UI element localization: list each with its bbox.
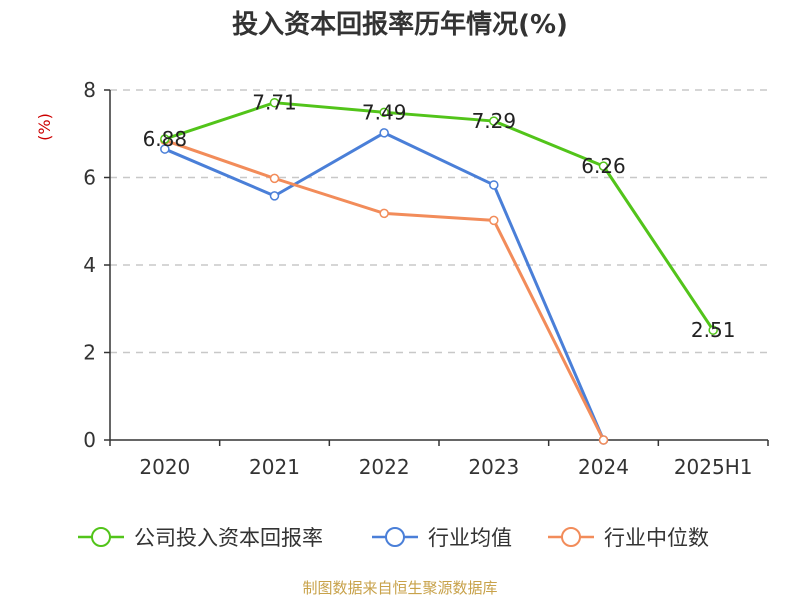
legend-label: 行业均值 bbox=[428, 526, 512, 550]
data-point[interactable] bbox=[708, 325, 718, 335]
legend-item[interactable]: 行业中位数 bbox=[548, 526, 709, 550]
legend-label: 行业中位数 bbox=[604, 526, 709, 550]
data-label: 7.29 bbox=[472, 109, 517, 133]
data-point[interactable] bbox=[160, 134, 170, 144]
data-point[interactable] bbox=[269, 97, 280, 108]
data-label: 7.49 bbox=[362, 100, 407, 124]
y-tick-label: 0 bbox=[83, 428, 96, 452]
legend[interactable]: 公司投入资本回报率 行业均值 行业中位数 bbox=[78, 526, 709, 550]
data-point[interactable] bbox=[598, 161, 609, 171]
data-point[interactable] bbox=[379, 128, 389, 138]
legend-item[interactable]: 公司投入资本回报率 bbox=[78, 526, 323, 550]
y-tick-label: 2 bbox=[83, 341, 96, 365]
data-label: 6.26 bbox=[581, 154, 626, 178]
data-point[interactable] bbox=[379, 208, 389, 219]
x-tick-label: 2024 bbox=[578, 455, 629, 479]
data-point[interactable] bbox=[269, 191, 280, 201]
series-line bbox=[164, 131, 605, 441]
legend-label: 公司投入资本回报率 bbox=[134, 526, 323, 550]
data-point[interactable] bbox=[379, 107, 389, 118]
legend-marker bbox=[385, 527, 405, 547]
y-tick-label: 6 bbox=[83, 166, 96, 190]
axes: 0 2 4 6 8 2020 2021 2022 2023 2024 2025H1 bbox=[83, 78, 769, 479]
data-point[interactable] bbox=[269, 173, 280, 184]
data-point[interactable] bbox=[489, 215, 499, 226]
data-point[interactable] bbox=[598, 435, 609, 445]
y-tick-label: 8 bbox=[83, 78, 96, 102]
legend-item[interactable]: 行业均值 bbox=[372, 526, 512, 550]
data-label: 2.51 bbox=[691, 318, 736, 342]
x-tick-label: 2021 bbox=[249, 455, 300, 479]
x-tick-label: 2023 bbox=[468, 455, 519, 479]
data-labels: 6.88 7.71 7.49 7.29 6.26 2.51 bbox=[143, 91, 736, 343]
data-label: 7.71 bbox=[252, 91, 297, 115]
data-point[interactable] bbox=[489, 116, 499, 126]
data-point[interactable] bbox=[489, 180, 499, 190]
source-note: 制图数据来自恒生聚源数据库 bbox=[302, 579, 497, 597]
y-tick-label: 4 bbox=[83, 253, 96, 277]
chart-title: 投入资本回报率历年情况(%) bbox=[232, 9, 568, 40]
legend-marker bbox=[91, 527, 111, 547]
series bbox=[160, 97, 718, 445]
y-axis-label: (%) bbox=[35, 113, 54, 141]
x-tick-label: 2025H1 bbox=[674, 455, 753, 479]
legend-marker bbox=[561, 527, 581, 547]
series-line bbox=[164, 101, 715, 332]
data-label: 6.88 bbox=[143, 127, 188, 151]
grid bbox=[110, 89, 768, 354]
x-tick-label: 2022 bbox=[359, 455, 410, 479]
x-tick-label: 2020 bbox=[139, 455, 190, 479]
